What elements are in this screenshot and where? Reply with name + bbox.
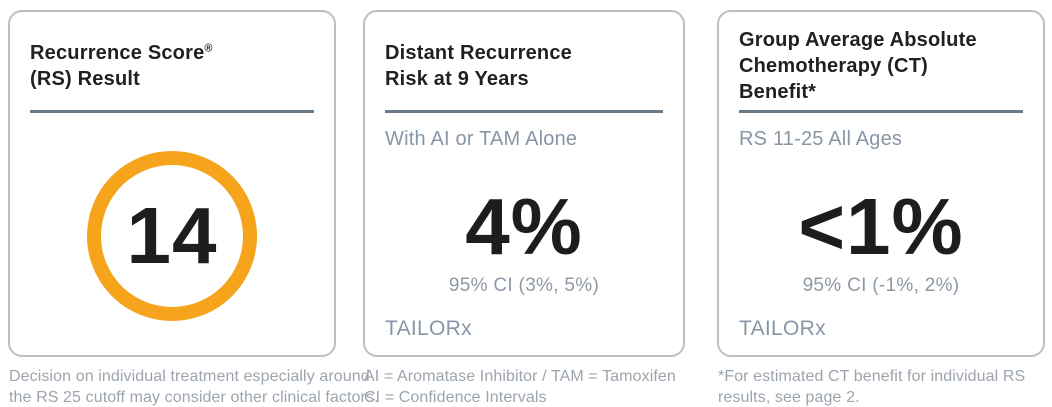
distant-recurrence-column: Distant Recurrence Risk at 9 Years With …: [363, 10, 685, 407]
footnote-line2: the RS 25 cutoff may consider other clin…: [9, 389, 379, 406]
ct-benefit-footnote: *For estimated CT benefit for individual…: [717, 366, 1045, 407]
card-title-line1: Group Average Absolute: [739, 29, 977, 51]
card-title-line1: Distant Recurrence: [385, 42, 572, 64]
card-title-line2: (RS) Result: [30, 68, 140, 90]
study-source-label: TAILORx: [739, 317, 826, 340]
score-ring: 14: [87, 151, 257, 321]
footnote-line1: Decision on individual treatment especia…: [9, 368, 370, 385]
confidence-interval: 95% CI (3%, 5%): [448, 275, 600, 296]
chemo-benefit-card: Group Average Absolute Chemotherapy (CT)…: [717, 10, 1045, 357]
study-source-label: TAILORx: [385, 317, 472, 340]
title-text: Recurrence Score: [30, 42, 205, 64]
divider-line: [739, 110, 1023, 113]
card-title-line3: Benefit*: [739, 81, 817, 103]
footnote-line2: results, see page 2.: [718, 389, 860, 406]
card-title: Distant Recurrence Risk at 9 Years: [385, 26, 663, 106]
group-context-label: RS 11-25 All Ages: [739, 128, 903, 150]
recurrence-score-value: 14: [126, 191, 218, 280]
abbreviations-footnote: AI = Aromatase Inhibitor / TAM = Tamoxif…: [363, 366, 685, 407]
distant-recurrence-risk-value: 4%: [465, 182, 583, 271]
divider-line: [385, 110, 663, 113]
card-title-line2: Chemotherapy (CT): [739, 55, 928, 77]
distant-recurrence-card: Distant Recurrence Risk at 9 Years With …: [363, 10, 685, 357]
card-title: Recurrence Score® (RS) Result: [30, 26, 314, 106]
divider-line: [30, 110, 314, 113]
card-title-line1: Recurrence Score®: [30, 40, 314, 66]
registered-trademark-symbol: ®: [204, 42, 213, 55]
card-title-line2: Risk at 9 Years: [385, 68, 529, 90]
footnote-line1: *For estimated CT benefit for individual…: [718, 368, 1026, 385]
recurrence-score-card: Recurrence Score® (RS) Result 14: [8, 10, 336, 357]
card-title: Group Average Absolute Chemotherapy (CT)…: [739, 26, 1023, 106]
chemo-benefit-value: <1%: [798, 182, 964, 271]
confidence-interval: 95% CI (-1%, 2%): [802, 275, 960, 296]
recurrence-score-footnote: Decision on individual treatment especia…: [8, 366, 379, 407]
chemo-benefit-column: Group Average Absolute Chemotherapy (CT)…: [717, 10, 1045, 407]
footnote-line2: CI = Confidence Intervals: [364, 389, 547, 406]
treatment-context-label: With AI or TAM Alone: [385, 128, 578, 150]
footnote-line1: AI = Aromatase Inhibitor / TAM = Tamoxif…: [364, 368, 676, 385]
recurrence-score-column: Recurrence Score® (RS) Result 14 Decisio…: [8, 10, 379, 407]
